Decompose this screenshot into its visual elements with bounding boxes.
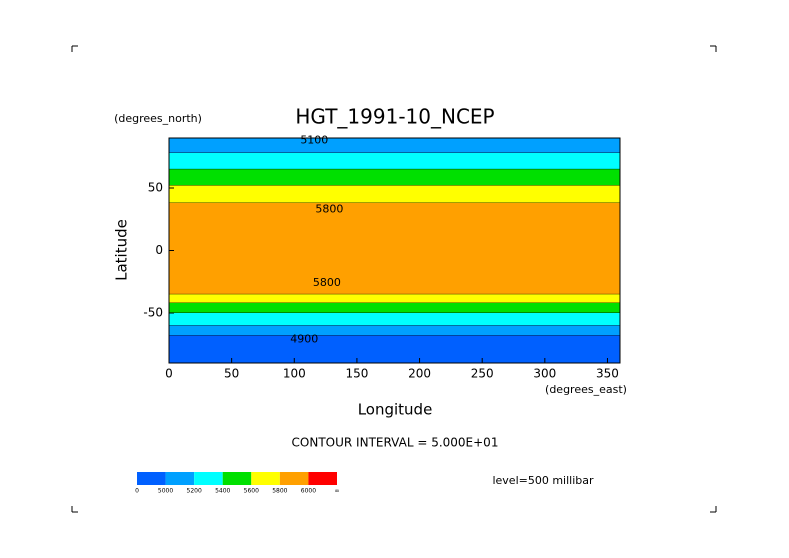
- x-tick-label: 350: [596, 367, 619, 381]
- colorbar-label: ∞: [335, 488, 340, 495]
- x-tick-label: 250: [471, 367, 494, 381]
- colorbar-swatch: [279, 472, 309, 485]
- y-unit: (degrees_north): [114, 112, 202, 125]
- x-tick-label: 150: [345, 367, 368, 381]
- level-label: level=500 millibar: [492, 474, 594, 487]
- colorbar-label: 5400: [215, 488, 230, 495]
- colorbar-label: 5200: [187, 488, 202, 495]
- contour-band: [169, 185, 620, 203]
- colorbar-label: 5800: [272, 488, 287, 495]
- colorbar-swatch: [222, 472, 252, 485]
- contour-label: 4900: [290, 332, 318, 345]
- contour-band: [169, 138, 620, 153]
- contour-band: [169, 325, 620, 336]
- y-tick-label: 0: [155, 243, 163, 257]
- x-tick-label: 0: [165, 367, 173, 381]
- colorbar-label: 0: [135, 488, 139, 495]
- colorbar-swatch: [194, 472, 223, 485]
- colorbar-label: 5600: [244, 488, 259, 495]
- contour-label: 5100: [300, 134, 328, 147]
- x-tick-label: 300: [533, 367, 556, 381]
- contour-label: 5800: [313, 276, 341, 289]
- corner-marks: [71, 45, 717, 513]
- colorbar-swatch: [137, 472, 166, 485]
- chart-title: HGT_1991-10_NCEP: [295, 105, 494, 129]
- x-tick-label: 100: [283, 367, 306, 381]
- y-axis-label: Latitude: [113, 219, 131, 281]
- x-unit: (degrees_east): [545, 383, 627, 396]
- colorbar-swatch: [165, 472, 195, 485]
- contour-band: [169, 303, 620, 313]
- x-tick-label: 50: [224, 367, 239, 381]
- colorbar-swatch: [308, 472, 337, 485]
- contour-band: [169, 203, 620, 295]
- contour-interval: CONTOUR INTERVAL = 5.000E+01: [292, 436, 499, 450]
- x-tick-label: 200: [408, 367, 431, 381]
- y-tick-label: -50: [143, 306, 163, 320]
- contour-band: [169, 335, 620, 363]
- colorbar-swatch: [251, 472, 280, 485]
- contour-band: [169, 153, 620, 170]
- x-axis-label: Longitude: [358, 401, 433, 419]
- contour-band: [169, 169, 620, 186]
- colorbar-label: 5000: [158, 488, 173, 495]
- contour-label: 5800: [315, 202, 343, 215]
- contour-band: [169, 313, 620, 326]
- y-tick-label: 50: [148, 181, 163, 195]
- contour-band: [169, 294, 620, 303]
- colorbar-label: 6000: [301, 488, 316, 495]
